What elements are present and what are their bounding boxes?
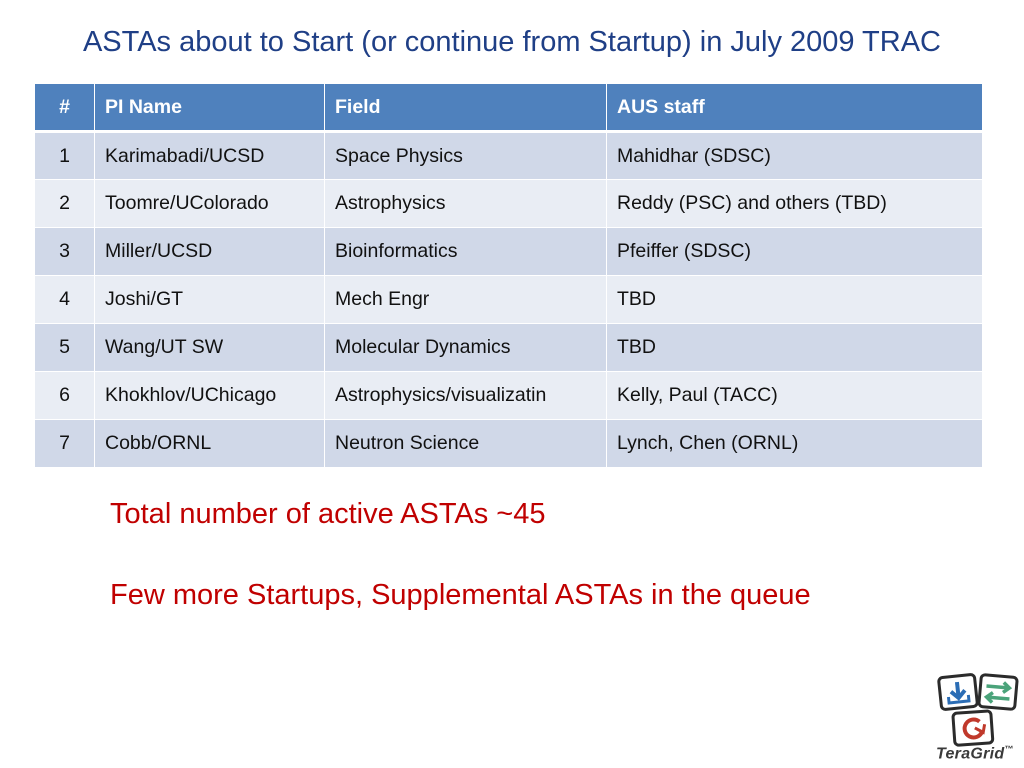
cell-field: Space Physics [324,131,607,180]
cell-aus-staff: Pfeiffer (SDSC) [606,227,983,276]
queue-note: Few more Startups, Supplemental ASTAs in… [110,579,811,611]
slide-title: ASTAs about to Start (or continue from S… [82,26,942,58]
cell-number: 6 [34,371,95,420]
cell-field: Molecular Dynamics [324,323,607,372]
cell-number: 7 [34,419,95,468]
header-number: # [34,83,95,133]
table-row: 2 Toomre/UColorado Astrophysics Reddy (P… [34,179,983,228]
cell-pi-name: Miller/UCSD [94,227,325,276]
cell-pi-name: Karimabadi/UCSD [94,131,325,180]
cell-number: 5 [34,323,95,372]
logo-word-grid: Grid [970,745,1005,763]
table-row: 3 Miller/UCSD Bioinformatics Pfeiffer (S… [34,227,983,276]
cell-field: Astrophysics [324,179,607,228]
cell-field: Neutron Science [324,419,607,468]
cell-aus-staff: Kelly, Paul (TACC) [606,371,983,420]
cell-field: Mech Engr [324,275,607,324]
cell-aus-staff: Lynch, Chen (ORNL) [606,419,983,468]
logo-trademark: ™ [1004,744,1014,754]
header-pi-name: PI Name [94,83,325,133]
header-aus-staff: AUS staff [606,83,983,133]
cell-number: 4 [34,275,95,324]
cell-number: 1 [34,131,95,180]
cell-aus-staff: Mahidhar (SDSC) [606,131,983,180]
cell-pi-name: Cobb/ORNL [94,419,325,468]
cell-aus-staff: TBD [606,275,983,324]
cell-field: Bioinformatics [324,227,607,276]
total-astas-note: Total number of active ASTAs ~45 [110,498,546,530]
asta-table: # PI Name Field AUS staff 1 Karimabadi/U… [34,83,983,468]
teragrid-logo-icon [937,673,1019,747]
teragrid-logo-text: TeraGrid™ [936,744,1014,763]
header-field: Field [324,83,607,133]
cell-aus-staff: TBD [606,323,983,372]
cell-field: Astrophysics/visualizatin [324,371,607,420]
table-row: 7 Cobb/ORNL Neutron Science Lynch, Chen … [34,419,983,468]
cell-number: 2 [34,179,95,228]
cell-pi-name: Joshi/GT [94,275,325,324]
table-row: 5 Wang/UT SW Molecular Dynamics TBD [34,323,983,372]
cell-pi-name: Wang/UT SW [94,323,325,372]
cell-aus-staff: Reddy (PSC) and others (TBD) [606,179,983,228]
table-row: 6 Khokhlov/UChicago Astrophysics/visuali… [34,371,983,420]
cell-pi-name: Khokhlov/UChicago [94,371,325,420]
cell-number: 3 [34,227,95,276]
cell-pi-name: Toomre/UColorado [94,179,325,228]
table-row: 1 Karimabadi/UCSD Space Physics Mahidhar… [34,131,983,180]
logo-word-tera: Tera [936,745,971,763]
table-header-row: # PI Name Field AUS staff [34,83,983,133]
table-row: 4 Joshi/GT Mech Engr TBD [34,275,983,324]
